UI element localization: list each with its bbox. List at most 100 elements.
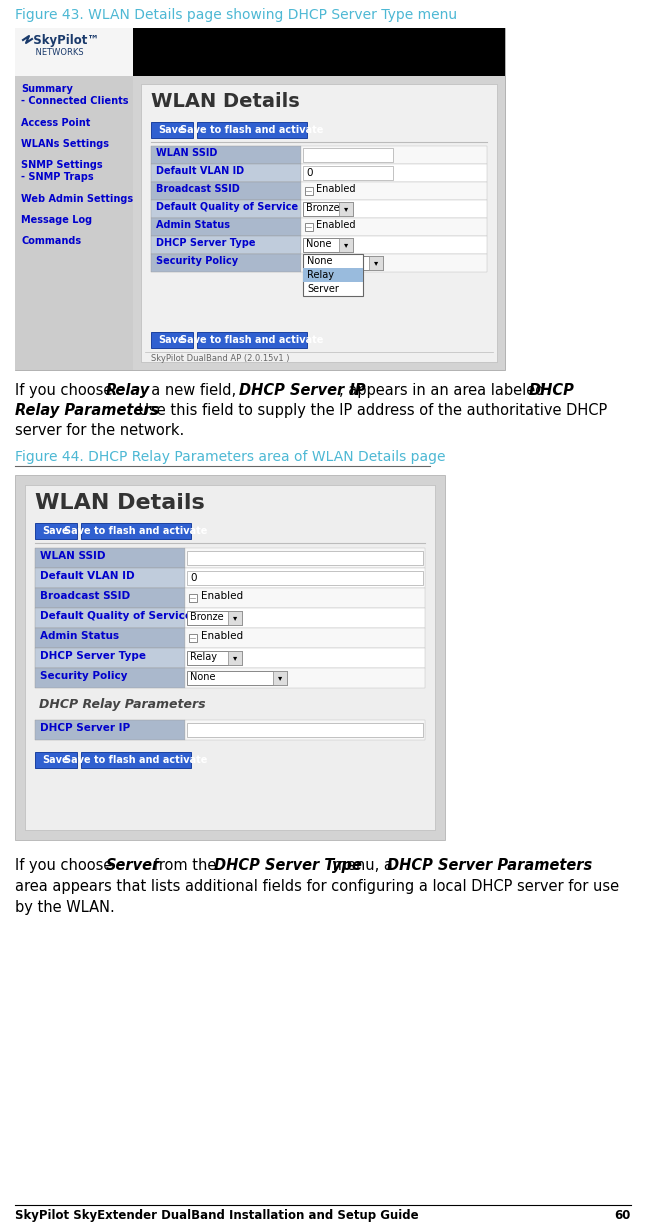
Text: DHCP Server Type: DHCP Server Type bbox=[156, 237, 256, 248]
Bar bbox=[151, 332, 193, 348]
Bar bbox=[151, 146, 301, 164]
Bar bbox=[35, 752, 77, 767]
Text: If you choose: If you choose bbox=[15, 858, 117, 873]
Bar bbox=[303, 268, 363, 282]
Text: Default Quality of Service: Default Quality of Service bbox=[40, 611, 192, 621]
Text: Default Quality of Service: Default Quality of Service bbox=[156, 202, 298, 212]
Bar bbox=[339, 202, 353, 215]
Text: server for the network.: server for the network. bbox=[15, 424, 184, 438]
Text: DHCP Relay Parameters: DHCP Relay Parameters bbox=[39, 698, 205, 711]
Text: NETWORKS: NETWORKS bbox=[25, 48, 83, 58]
Bar bbox=[185, 628, 425, 647]
Text: Save: Save bbox=[159, 125, 185, 135]
Bar bbox=[151, 164, 301, 182]
Text: WLAN SSID: WLAN SSID bbox=[40, 551, 105, 561]
Bar bbox=[15, 28, 505, 370]
Text: 0: 0 bbox=[190, 573, 196, 583]
Text: None: None bbox=[307, 256, 333, 266]
Text: . Use this field to supply the IP address of the authoritative DHCP: . Use this field to supply the IP addres… bbox=[129, 403, 607, 419]
Text: , a new field,: , a new field, bbox=[142, 383, 240, 398]
Text: DHCP Server Type: DHCP Server Type bbox=[40, 651, 146, 661]
Bar bbox=[185, 588, 425, 608]
Text: SkyPilot SkyExtender DualBand Installation and Setup Guide: SkyPilot SkyExtender DualBand Installati… bbox=[15, 1209, 419, 1222]
Bar bbox=[187, 551, 423, 565]
Bar bbox=[15, 475, 445, 840]
Text: None: None bbox=[190, 672, 216, 682]
Bar bbox=[35, 568, 185, 588]
Bar bbox=[35, 548, 185, 568]
Bar bbox=[301, 146, 487, 164]
Text: DHCP Server IP: DHCP Server IP bbox=[40, 723, 130, 733]
Bar bbox=[35, 523, 77, 539]
Bar bbox=[303, 202, 353, 215]
Text: Access Point: Access Point bbox=[21, 118, 90, 129]
Bar bbox=[35, 647, 185, 668]
Text: DHCP: DHCP bbox=[528, 383, 574, 398]
Bar bbox=[187, 651, 242, 665]
Bar bbox=[189, 594, 197, 602]
Bar bbox=[81, 523, 191, 539]
Bar bbox=[301, 255, 487, 272]
Text: ▾: ▾ bbox=[344, 204, 348, 213]
Text: Figure 43. WLAN Details page showing DHCP Server Type menu: Figure 43. WLAN Details page showing DHC… bbox=[15, 9, 457, 22]
Bar bbox=[15, 28, 133, 76]
Text: Save: Save bbox=[43, 526, 69, 536]
Text: Commands: Commands bbox=[21, 236, 81, 246]
Text: Enabled: Enabled bbox=[316, 220, 355, 230]
Text: Save to flash and activate: Save to flash and activate bbox=[65, 526, 207, 536]
Text: Bronze: Bronze bbox=[190, 612, 224, 622]
Text: Message Log: Message Log bbox=[21, 215, 92, 225]
Text: Server: Server bbox=[106, 858, 160, 873]
Bar bbox=[35, 668, 185, 688]
Bar bbox=[185, 608, 425, 628]
Bar bbox=[303, 148, 393, 162]
Bar bbox=[228, 651, 242, 665]
Text: Enabled: Enabled bbox=[201, 632, 243, 641]
Bar bbox=[301, 236, 487, 255]
Bar bbox=[187, 572, 423, 585]
Bar bbox=[301, 182, 487, 200]
Text: None: None bbox=[306, 239, 331, 248]
Text: Server: Server bbox=[307, 284, 339, 294]
Bar bbox=[81, 752, 191, 767]
Text: Broadcast SSID: Broadcast SSID bbox=[156, 184, 240, 193]
Bar bbox=[197, 122, 307, 138]
Bar bbox=[189, 634, 197, 643]
Text: Default VLAN ID: Default VLAN ID bbox=[156, 166, 244, 176]
Text: , appears in an area labeled: , appears in an area labeled bbox=[339, 383, 550, 398]
Text: Save to flash and activate: Save to flash and activate bbox=[180, 125, 324, 135]
Text: Relay: Relay bbox=[307, 271, 334, 280]
Bar bbox=[273, 671, 287, 685]
Bar bbox=[305, 223, 313, 231]
Text: WLAN Details: WLAN Details bbox=[35, 493, 205, 513]
Text: Admin Status: Admin Status bbox=[156, 220, 230, 230]
Text: DHCP Server Parameters: DHCP Server Parameters bbox=[387, 858, 592, 873]
Bar bbox=[35, 608, 185, 628]
Text: If you choose: If you choose bbox=[15, 383, 117, 398]
Bar bbox=[185, 647, 425, 668]
Bar bbox=[151, 255, 301, 272]
Text: Enabled: Enabled bbox=[316, 184, 355, 193]
Bar bbox=[301, 218, 487, 236]
Bar bbox=[185, 548, 425, 568]
Bar bbox=[151, 122, 193, 138]
Bar bbox=[187, 611, 242, 625]
Bar bbox=[151, 182, 301, 200]
Text: WLANs Settings: WLANs Settings bbox=[21, 140, 109, 149]
Text: Summary
- Connected Clients: Summary - Connected Clients bbox=[21, 84, 129, 105]
Text: Save to flash and activate: Save to flash and activate bbox=[65, 755, 207, 765]
Text: area appears that lists additional fields for configuring a local DHCP server fo: area appears that lists additional field… bbox=[15, 879, 619, 894]
Bar bbox=[141, 84, 497, 362]
Text: WLAN Details: WLAN Details bbox=[151, 92, 300, 111]
Text: Enabled: Enabled bbox=[201, 591, 243, 601]
Bar bbox=[15, 28, 133, 370]
Bar bbox=[35, 628, 185, 647]
Bar bbox=[133, 76, 505, 370]
Text: SNMP Settings
- SNMP Traps: SNMP Settings - SNMP Traps bbox=[21, 160, 103, 181]
Text: Default VLAN ID: Default VLAN ID bbox=[40, 572, 134, 581]
Bar bbox=[35, 720, 185, 741]
Text: Security Policy: Security Policy bbox=[40, 671, 127, 681]
Text: Save to flash and activate: Save to flash and activate bbox=[180, 335, 324, 345]
Text: Relay: Relay bbox=[190, 652, 217, 662]
Text: WLAN SSID: WLAN SSID bbox=[156, 148, 217, 158]
